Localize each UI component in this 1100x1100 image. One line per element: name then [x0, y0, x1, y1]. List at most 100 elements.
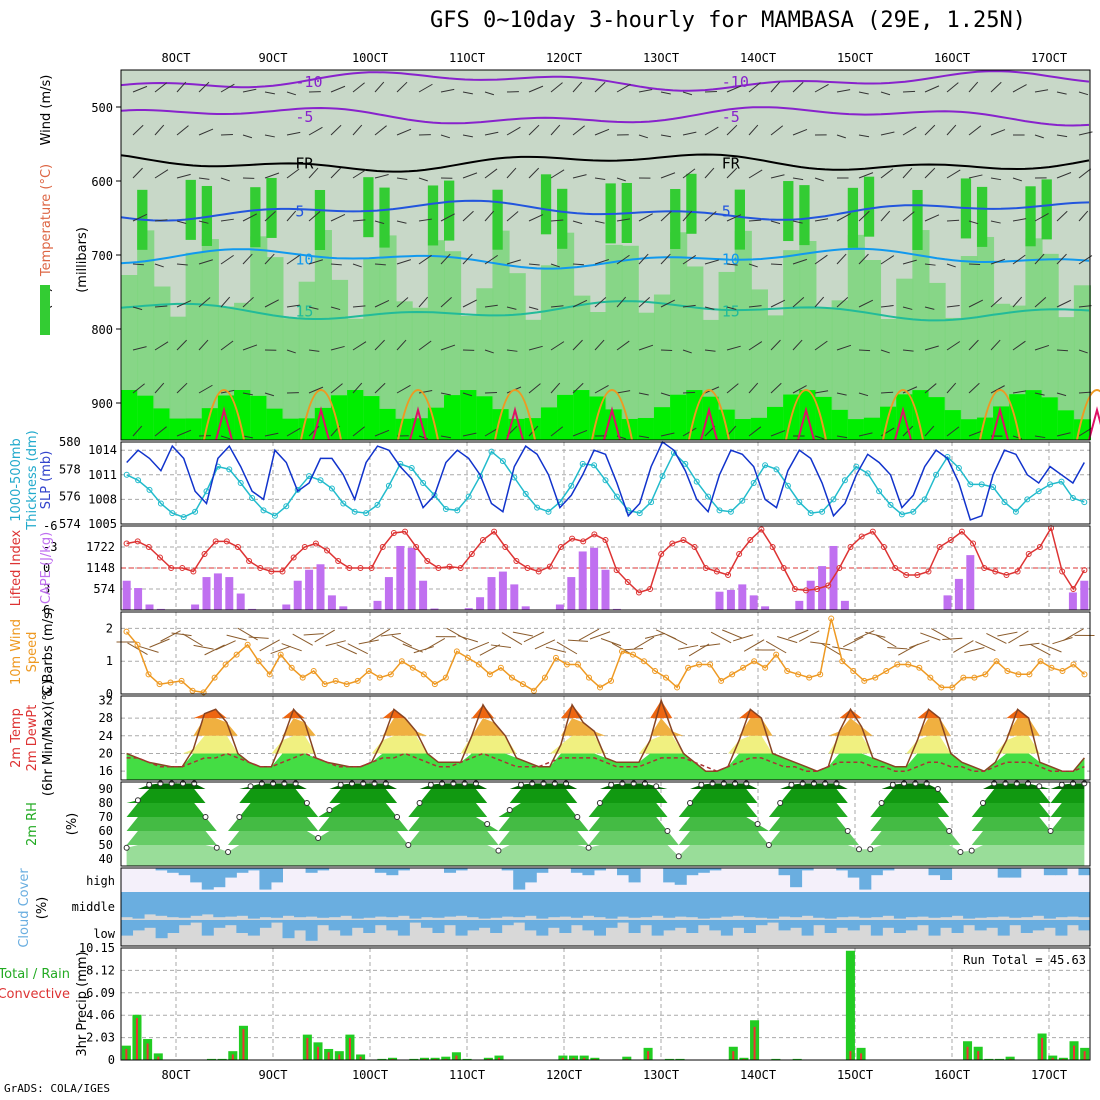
wind-barb: [198, 128, 214, 136]
wind-barb: [462, 172, 478, 179]
cloud-bar: [305, 868, 318, 873]
cloud-bar: [236, 920, 249, 933]
cloud-bar: [224, 868, 237, 878]
wind-barb: [176, 382, 188, 394]
precip-total-bar: [664, 1058, 674, 1060]
cloud-bar: [570, 920, 583, 926]
thickness-point: [545, 508, 552, 515]
rh-saturated-band: [444, 395, 462, 440]
wind-speed-point: [938, 684, 945, 691]
cape-bar: [943, 595, 952, 610]
thickness-point: [796, 499, 803, 506]
wind-barb: [858, 299, 874, 308]
precip-convective-bar: [242, 1029, 245, 1060]
lifted-index-point: [424, 558, 431, 564]
wind-barb: [1078, 391, 1092, 394]
lifted-index-point: [168, 565, 175, 571]
cloud-bar: [1009, 868, 1022, 878]
rh-moist-band: [734, 230, 752, 440]
wind-speed-point: [905, 661, 912, 668]
wind-barb: [572, 382, 584, 394]
slp-thickness-panel: 580 578 576 574 1014 1011 1008 1005: [59, 435, 1091, 531]
wind-barb: [638, 253, 649, 265]
panel-axis-title: 2m Temp: [9, 708, 24, 768]
wind-barb: [854, 630, 875, 641]
wind-barb: [484, 304, 498, 308]
wind-barb: [484, 349, 494, 354]
date-label-bottom: 9OCT: [259, 1068, 288, 1082]
rh-point: [202, 814, 209, 820]
rh-moist-band: [266, 177, 277, 238]
thickness-point: [180, 514, 187, 521]
cloud-bar: [836, 920, 849, 928]
wind-barb: [336, 644, 357, 655]
rh-moist-band: [976, 186, 988, 247]
rh-saturated-band: [573, 390, 591, 440]
rh-moist-band: [282, 318, 300, 440]
thickness-point: [249, 495, 256, 502]
grads-credit: GrADS: COLA/IGES: [4, 1082, 110, 1095]
wind-barb: [660, 253, 671, 265]
thickness-point: [1001, 499, 1008, 506]
wind-speed-point: [585, 674, 592, 681]
cape-tick-label: 574: [93, 582, 115, 596]
thickness-point: [705, 493, 712, 500]
panel-axis-title: (%): [35, 897, 50, 920]
wind-speed-point: [971, 674, 978, 681]
thickness-point: [693, 478, 700, 485]
wind-speed-point: [167, 679, 174, 686]
wind-barb: [836, 344, 852, 351]
rh-saturated-band: [557, 394, 575, 440]
wind-barb: [990, 385, 1005, 394]
cloud-bar: [940, 868, 953, 880]
wind-barb: [924, 383, 937, 394]
wind-barb: [154, 382, 165, 394]
cloud-bar: [951, 920, 964, 933]
wind-speed-point: [1026, 671, 1033, 678]
wind-barb: [380, 632, 401, 637]
precip-convective-bar: [849, 1051, 852, 1060]
wind-barb: [704, 211, 717, 222]
wind-speed-point: [872, 674, 879, 681]
wind-speed-point: [707, 661, 714, 668]
wind-barb: [303, 633, 324, 636]
cloud-bar: [697, 920, 710, 926]
thickness-point: [682, 460, 689, 467]
wind-barb: [418, 389, 433, 394]
wind-tick-label: 1: [106, 654, 113, 668]
panel-axis-title: 10m Wind: [9, 619, 24, 685]
wind-barb: [220, 218, 234, 222]
lifted-index-point: [279, 568, 286, 575]
date-label-top: 9OCT: [259, 51, 288, 65]
cloud-bar: [397, 868, 410, 871]
wind-barb: [176, 173, 191, 179]
wind-speed-point: [663, 674, 670, 681]
wind-barb: [682, 255, 697, 265]
cloud-bar: [709, 892, 722, 918]
cloud-bar: [155, 868, 168, 871]
wind-barb: [792, 177, 804, 181]
wind-barb: [193, 644, 214, 650]
wind-barb: [237, 627, 258, 641]
precip-convective-bar: [231, 1054, 234, 1060]
wind-barb: [946, 382, 957, 394]
wind-barb: [1078, 349, 1088, 354]
wind-barb: [330, 345, 345, 351]
precip-legend-total: Total / Rain: [0, 967, 70, 982]
cloud-bar: [224, 892, 237, 917]
wind-barb: [1012, 340, 1026, 351]
wind-barb: [946, 426, 960, 437]
wind-barb: [308, 126, 323, 136]
cloud-bar: [190, 920, 203, 923]
wind-barb: [836, 435, 848, 439]
cloud-bar: [259, 892, 272, 918]
wind-barb: [1034, 134, 1044, 139]
wind-barb: [506, 126, 521, 136]
wind-barb: [154, 219, 168, 222]
rh-moist-band: [670, 188, 681, 249]
cloud-bar: [328, 892, 341, 918]
wind-barb: [215, 640, 236, 651]
cloud-bar: [351, 920, 364, 928]
cloud-bar: [686, 892, 699, 918]
wind-speed-point: [189, 687, 196, 694]
